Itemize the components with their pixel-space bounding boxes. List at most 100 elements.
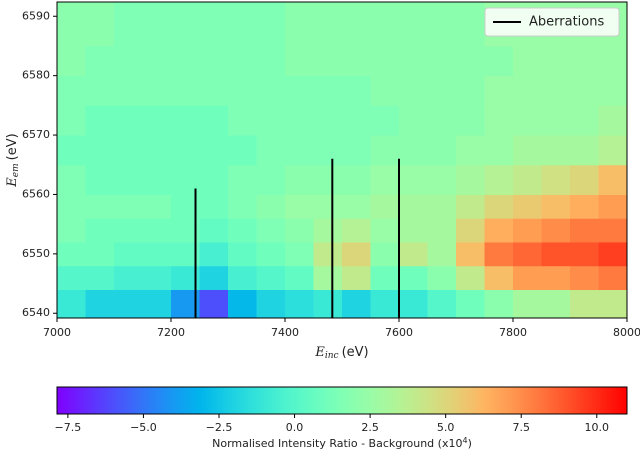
- heatmap-cell: [427, 289, 457, 319]
- heatmap-cell: [570, 218, 599, 243]
- heatmap-cell: [171, 2, 200, 47]
- heatmap-cell: [256, 241, 286, 267]
- heatmap-cell: [541, 164, 571, 195]
- heatmap-cell: [541, 289, 571, 319]
- heatmap-cell: [598, 45, 628, 77]
- heatmap-cell: [598, 265, 628, 290]
- heatmap-cell: [228, 265, 257, 290]
- heatmap-cell: [484, 265, 514, 290]
- heatmap-cell: [342, 105, 371, 136]
- heatmap-cell: [399, 218, 428, 243]
- heatmap-cell: [342, 75, 371, 106]
- heatmap-cell: [456, 2, 485, 47]
- heatmap-cell: [484, 45, 514, 77]
- heatmap-cell: [285, 45, 314, 77]
- heatmap-cell: [228, 218, 257, 243]
- heatmap-cell: [484, 289, 514, 319]
- heatmap-cell: [171, 75, 200, 106]
- heatmap-cell: [399, 289, 428, 319]
- heatmap-cell: [399, 105, 428, 136]
- heatmap-cell: [342, 289, 371, 319]
- heatmap-cell: [199, 265, 229, 290]
- heatmap-cell: [541, 241, 571, 267]
- heatmap-cell: [598, 135, 628, 166]
- heatmap-cell: [313, 45, 343, 77]
- heatmap-cell: [199, 218, 229, 243]
- heatmap-cell: [456, 75, 485, 106]
- heatmap-cell: [570, 75, 599, 106]
- heatmap-cell: [57, 45, 86, 77]
- heatmap-cell: [114, 75, 143, 106]
- heatmap-cell: [342, 218, 371, 243]
- heatmap-cell: [199, 241, 229, 267]
- heatmap-cell: [570, 289, 599, 319]
- heatmap-cell: [370, 105, 400, 136]
- heatmap-cell: [313, 105, 343, 136]
- heatmap-cell: [370, 2, 400, 47]
- heatmap-cell: [285, 241, 314, 267]
- heatmap-cell: [256, 289, 286, 319]
- colorbar-tick-label: 7.5: [512, 421, 530, 434]
- x-tick-label: 7200: [157, 326, 185, 339]
- heatmap-cell: [285, 218, 314, 243]
- heatmap-cell: [342, 45, 371, 77]
- colorbar-tick-label: 0.0: [286, 421, 304, 434]
- heatmap-cell: [142, 135, 172, 166]
- heatmap-cell: [85, 105, 115, 136]
- heatmap-cell: [114, 105, 143, 136]
- heatmap-cell: [513, 105, 542, 136]
- heatmap-cell: [285, 194, 314, 219]
- x-tick-label: 8000: [613, 326, 640, 339]
- heatmap-cell: [313, 241, 343, 267]
- heatmap-cell: [456, 241, 485, 267]
- heatmap-cell: [114, 45, 143, 77]
- colorbar-tick-label: 10.0: [585, 421, 610, 434]
- heatmap-cell: [199, 45, 229, 77]
- heatmap-cell: [399, 241, 428, 267]
- heatmap-cell: [342, 135, 371, 166]
- x-tick-label: 7000: [43, 326, 71, 339]
- heatmap-cell: [285, 75, 314, 106]
- heatmap-cell: [456, 105, 485, 136]
- heatmap-cell: [342, 164, 371, 195]
- heatmap-cell: [513, 135, 542, 166]
- heatmap-cell: [427, 194, 457, 219]
- heatmap-cell: [285, 289, 314, 319]
- x-tick-label: 7600: [385, 326, 413, 339]
- heatmap-cell: [484, 194, 514, 219]
- heatmap-cell: [541, 135, 571, 166]
- heatmap-cell: [370, 241, 400, 267]
- colorbar-label-close: ): [468, 437, 472, 450]
- heatmap-cell: [228, 2, 257, 47]
- heatmap-cell: [57, 194, 86, 219]
- heatmap-cell: [370, 75, 400, 106]
- heatmap-cell: [57, 105, 86, 136]
- heatmap-cell: [256, 194, 286, 219]
- heatmap-cell: [142, 241, 172, 267]
- heatmap-cell: [313, 2, 343, 47]
- y-tick-label: 6580: [22, 69, 50, 82]
- colorbar: [56, 386, 628, 415]
- heatmap-cell: [541, 105, 571, 136]
- heatmap-cell: [85, 2, 115, 47]
- heatmap-cell: [85, 218, 115, 243]
- heatmap-cell: [427, 265, 457, 290]
- heatmap-cell: [370, 218, 400, 243]
- heatmap-cell: [513, 289, 542, 319]
- heatmap-cell: [142, 265, 172, 290]
- x-label-symbol: E: [314, 345, 325, 360]
- heatmap-cell: [57, 2, 86, 47]
- heatmap-cell: [57, 75, 86, 106]
- heatmap-cell: [456, 135, 485, 166]
- colorbar-tick-label: 2.5: [361, 421, 379, 434]
- heatmap-cell: [541, 265, 571, 290]
- heatmap-cell: [598, 164, 628, 195]
- heatmap-cell: [456, 218, 485, 243]
- heatmap-cell: [114, 218, 143, 243]
- heatmap-cell: [114, 265, 143, 290]
- y-tick-label: 6570: [22, 128, 50, 141]
- heatmap-cell: [142, 218, 172, 243]
- heatmap-cell: [484, 241, 514, 267]
- heatmap-cell: [285, 265, 314, 290]
